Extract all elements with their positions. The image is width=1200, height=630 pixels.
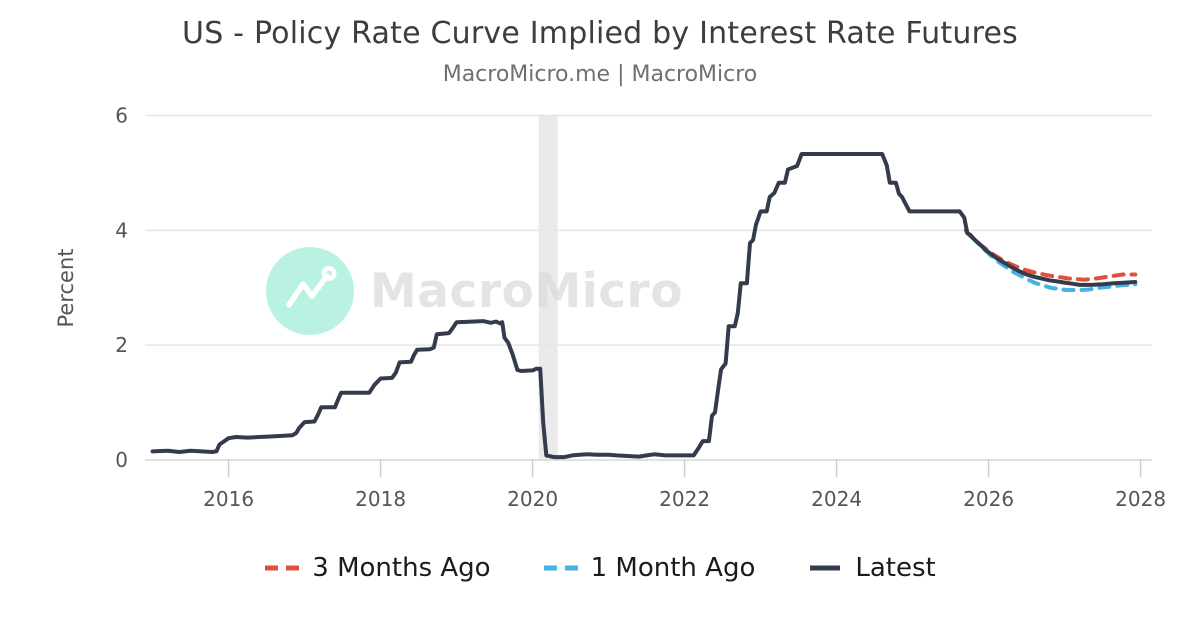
watermark-text: MacroMicro — [370, 263, 684, 319]
x-tick-label: 2020 — [507, 487, 558, 511]
watermark: MacroMicro — [266, 247, 683, 335]
x-tick-label: 2026 — [963, 487, 1014, 511]
chart-title: US - Policy Rate Curve Implied by Intere… — [182, 16, 1018, 51]
legend-label-latest: Latest — [855, 553, 936, 583]
y-tick-label: 0 — [115, 448, 128, 472]
line-chart-glyph-icon — [286, 266, 337, 308]
series-line-1-month-ago — [969, 235, 1138, 292]
chart-subtitle: MacroMicro.me | MacroMicro — [442, 62, 758, 87]
y-tick-label: 4 — [115, 218, 128, 242]
x-tick-label: 2018 — [355, 487, 406, 511]
y-tick-label: 2 — [115, 333, 128, 357]
legend-label-3-months-ago: 3 Months Ago — [312, 553, 491, 583]
series-line-latest — [150, 152, 1138, 460]
y-tick-label: 6 — [115, 104, 128, 128]
x-tick-label: 2016 — [203, 487, 254, 511]
legend-label-1-month-ago: 1 Month Ago — [590, 553, 756, 583]
macromicro-logo-icon — [266, 247, 354, 335]
legend-item-latest[interactable]: Latest — [807, 553, 936, 583]
x-tick-label: 2028 — [1115, 487, 1166, 511]
x-tick-label: 2022 — [659, 487, 710, 511]
legend: 3 Months Ago 1 Month Ago Latest — [0, 553, 1200, 583]
legend-swatch-dark-solid — [810, 565, 841, 571]
legend-item-1-month-ago[interactable]: 1 Month Ago — [543, 553, 756, 583]
legend-swatch-blue-dashed — [543, 565, 578, 571]
legend-swatch-red-dashed — [265, 565, 300, 571]
legend-item-3-months-ago[interactable]: 3 Months Ago — [264, 553, 491, 583]
recession-band — [538, 115, 558, 460]
x-tick-label: 2024 — [811, 487, 862, 511]
